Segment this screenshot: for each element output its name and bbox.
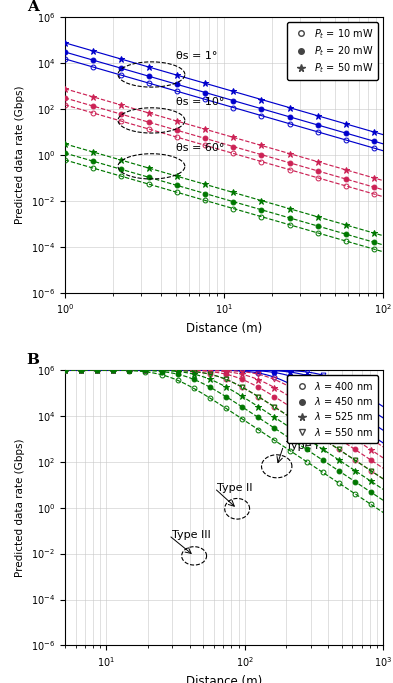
Text: θs = 10°: θs = 10° [176,97,224,107]
Text: B: B [27,353,40,367]
X-axis label: Distance (m): Distance (m) [186,322,262,335]
Y-axis label: Predicted data rate (Gbps): Predicted data rate (Gbps) [15,85,26,224]
Text: θs = 1°: θs = 1° [176,51,217,61]
X-axis label: Distance (m): Distance (m) [186,675,262,683]
Text: θs = 60°: θs = 60° [176,143,224,153]
Text: Type III: Type III [172,530,210,540]
Text: Type II: Type II [217,483,253,493]
Text: A: A [27,0,39,14]
Y-axis label: Predicted data rate (Gbps): Predicted data rate (Gbps) [15,438,26,577]
Text: Type I: Type I [286,441,319,451]
Legend: $P_t$ = 10 mW, $P_t$ = 20 mW, $P_t$ = 50 mW: $P_t$ = 10 mW, $P_t$ = 20 mW, $P_t$ = 50… [286,22,378,80]
Legend: $\lambda$ = 400 nm, $\lambda$ = 450 nm, $\lambda$ = 525 nm, $\lambda$ = 550 nm: $\lambda$ = 400 nm, $\lambda$ = 450 nm, … [287,375,378,443]
